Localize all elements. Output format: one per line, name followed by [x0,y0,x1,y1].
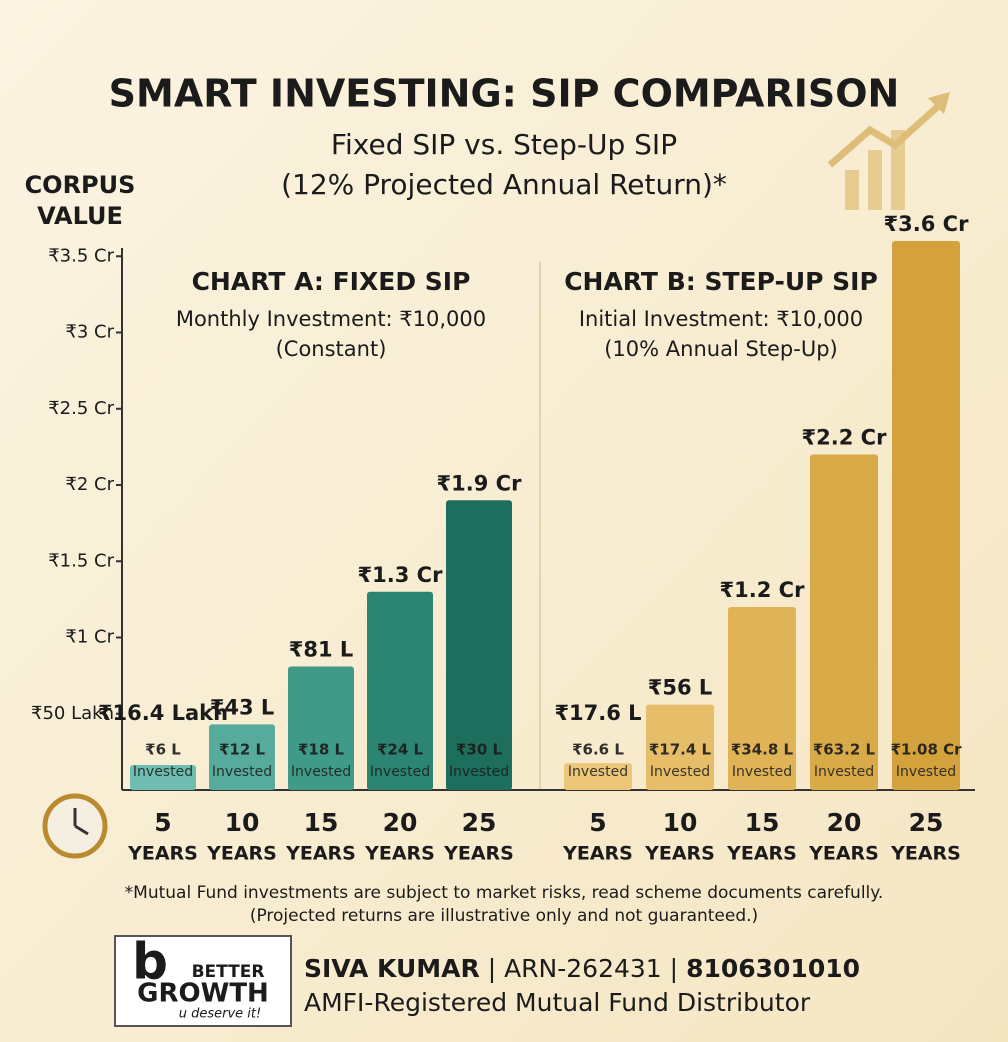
panel-title: CHART A: FIXED SIP [192,267,471,296]
value-label: ₹1.2 Cr [720,578,806,602]
bar [209,724,275,790]
invested-value: ₹6 L [145,741,181,759]
x-tick-label: 10 [663,808,698,837]
logo-tagline: u deserve it! [179,1007,261,1022]
invested-value: ₹17.4 L [649,741,712,759]
subtitle: (12% Projected Annual Return)* [281,168,727,201]
value-label: ₹56 L [648,676,713,700]
invested-value: ₹1.08 Cr [890,741,962,759]
panel-subtitle: Monthly Investment: ₹10,000 [176,307,486,331]
invested-label: Invested [650,764,710,780]
invested-label: Invested [732,764,792,780]
x-tick-unit: YEARS [562,843,633,865]
bar [288,666,354,790]
value-label: ₹16.4 Lakh [98,701,228,725]
logo: b BETTER GROWTH u deserve it! [114,933,292,1027]
footnote: (Projected returns are illustrative only… [250,906,758,926]
bar [367,591,433,790]
invested-value: ₹6.6 L [572,741,624,759]
invested-label: Invested [370,764,430,780]
bar [646,704,714,790]
y-axis-label: CORPUS [25,171,136,199]
invested-value: ₹63.2 L [813,741,876,759]
x-tick-label: 25 [909,808,944,837]
invested-value: ₹18 L [298,741,345,759]
bar [810,454,878,790]
x-tick-unit: YEARS [644,843,715,865]
x-tick-unit: YEARS [285,843,356,865]
bar [564,763,632,790]
y-axis-label: VALUE [37,202,123,230]
invested-label: Invested [449,764,509,780]
footnote: *Mutual Fund investments are subject to … [125,883,884,903]
value-label: ₹43 L [210,695,275,719]
bar [446,500,512,790]
invested-label: Invested [133,764,193,780]
bar [728,607,796,790]
panel-subtitle: Initial Investment: ₹10,000 [579,307,863,331]
invested-label: Invested [568,764,628,780]
y-tick-label: ₹2.5 Cr [48,398,114,419]
y-tick-label: ₹2 Cr [65,474,114,495]
value-label: ₹1.9 Cr [437,471,523,495]
logo-text: BETTER [192,962,265,982]
y-tick-label: ₹1 Cr [65,627,114,648]
growth-icon [827,92,950,210]
y-tick-label: ₹1.5 Cr [48,550,114,571]
value-label: ₹2.2 Cr [802,426,888,450]
x-tick-unit: YEARS [364,843,435,865]
contact-role: AMFI-Registered Mutual Fund Distributor [304,988,811,1017]
value-label: ₹81 L [289,637,354,661]
x-tick-label: 15 [745,808,780,837]
y-tick-label: ₹50 Lakh [31,703,114,724]
panel-title: CHART B: STEP-UP SIP [564,267,878,296]
x-tick-label: 10 [225,808,260,837]
x-tick-label: 20 [383,808,418,837]
x-tick-label: 5 [154,808,171,837]
separator: | [670,954,678,983]
invested-value: ₹24 L [377,741,424,759]
bar [130,764,196,790]
invested-value: ₹34.8 L [731,741,794,759]
x-tick-label: 25 [462,808,497,837]
separator: | [488,954,496,983]
x-tick-unit: YEARS [726,843,797,865]
x-tick-unit: YEARS [127,843,198,865]
invested-value: ₹30 L [456,741,503,759]
contact-line: SIVA KUMAR | ARN-262431 | 8106301010 [304,954,860,983]
logo-text: GROWTH [137,979,269,1009]
x-tick-label: 15 [304,808,339,837]
x-tick-unit: YEARS [206,843,277,865]
invested-label: Invested [291,764,351,780]
value-label: ₹17.6 L [554,701,641,725]
x-tick-unit: YEARS [890,843,961,865]
logo-mark: b [132,933,168,991]
phone: 8106301010 [686,954,860,983]
subtitle: Fixed SIP vs. Step-Up SIP [331,128,677,161]
y-tick-label: ₹3.5 Cr [48,245,114,266]
bar [892,241,960,790]
x-tick-unit: YEARS [443,843,514,865]
x-tick-unit: YEARS [808,843,879,865]
invested-label: Invested [896,764,956,780]
panel-subtitle: (Constant) [276,337,387,361]
clock-icon [42,793,108,859]
value-label: ₹3.6 Cr [884,212,970,236]
value-label: ₹1.3 Cr [358,563,444,587]
invested-value: ₹12 L [219,741,266,759]
title: SMART INVESTING: SIP COMPARISON [109,72,900,116]
invested-label: Invested [212,764,272,780]
y-tick-label: ₹3 Cr [65,322,114,343]
invested-label: Invested [814,764,874,780]
contact-name: SIVA KUMAR [304,954,480,983]
arn: ARN-262431 [504,954,662,983]
x-tick-label: 5 [589,808,606,837]
panel-subtitle: (10% Annual Step-Up) [604,337,838,361]
logo-box [114,935,292,1027]
x-tick-label: 20 [827,808,862,837]
